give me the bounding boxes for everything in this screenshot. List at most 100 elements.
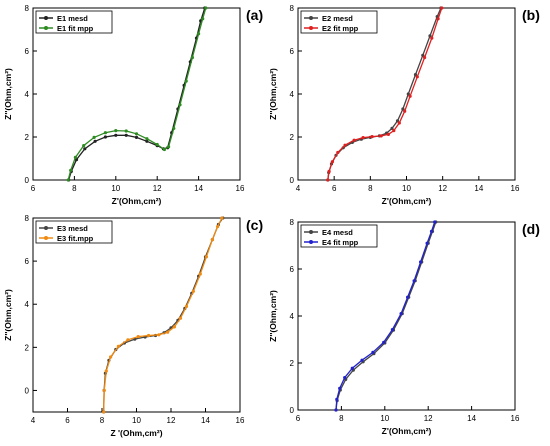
series-2 bbox=[334, 220, 437, 412]
y-axis-label: Z''(Ohm,cm²) bbox=[3, 289, 13, 341]
data-point bbox=[145, 137, 149, 141]
data-point bbox=[82, 144, 86, 148]
series-1 bbox=[334, 220, 438, 412]
data-point bbox=[330, 160, 334, 164]
x-tick-label: 14 bbox=[467, 414, 476, 423]
x-tick-label: 8 bbox=[100, 416, 105, 425]
y-tick-label: 8 bbox=[25, 4, 30, 13]
data-point bbox=[379, 134, 383, 138]
x-tick-label: 8 bbox=[72, 184, 77, 193]
y-tick-label: 2 bbox=[25, 133, 30, 142]
data-point bbox=[415, 75, 419, 79]
data-point bbox=[350, 366, 354, 370]
data-point bbox=[197, 32, 201, 36]
x-tick-label: 4 bbox=[296, 184, 301, 193]
y-tick-label: 4 bbox=[290, 312, 295, 321]
data-point bbox=[386, 132, 390, 136]
y-tick-label: 4 bbox=[290, 90, 295, 99]
data-point bbox=[335, 397, 339, 401]
y-tick-label: 6 bbox=[290, 265, 295, 274]
legend-swatch-marker bbox=[309, 26, 313, 30]
data-point bbox=[326, 178, 330, 182]
series-line bbox=[103, 217, 223, 413]
panel-3: 4 6 8 10 12 14 16 0 2 4 6 8 Z '(Ohm,cm²) Z''(Ohm,cm²)… bbox=[3, 214, 263, 438]
series-line bbox=[67, 7, 207, 181]
data-point bbox=[184, 79, 188, 83]
x-axis-label: Z'(Ohm,cm²) bbox=[382, 196, 432, 206]
data-point bbox=[361, 136, 365, 140]
data-point bbox=[184, 304, 189, 308]
y-tick-label: 6 bbox=[25, 47, 30, 56]
panel-label: (c) bbox=[246, 217, 263, 233]
x-tick-label: 16 bbox=[236, 416, 245, 425]
data-point bbox=[162, 147, 166, 152]
data-point bbox=[336, 150, 340, 155]
data-point bbox=[124, 129, 128, 133]
data-point bbox=[343, 143, 347, 147]
series-line bbox=[327, 7, 443, 181]
data-point bbox=[104, 369, 108, 373]
data-point bbox=[201, 17, 205, 21]
y-axis-label: Z''(Ohm,cm²) bbox=[268, 68, 278, 120]
legend-entry-label: E4 mesd bbox=[322, 228, 353, 237]
data-point bbox=[93, 139, 97, 143]
y-tick-label: 0 bbox=[290, 176, 295, 185]
data-point bbox=[399, 312, 403, 316]
y-tick-label: 2 bbox=[25, 343, 30, 352]
x-tick-label: 16 bbox=[511, 414, 520, 423]
data-point bbox=[190, 55, 194, 60]
data-point bbox=[423, 55, 427, 60]
data-point bbox=[166, 330, 170, 334]
data-point bbox=[403, 109, 407, 113]
x-tick-label: 16 bbox=[511, 184, 520, 193]
y-tick-label: 4 bbox=[25, 90, 30, 99]
panel-4: 6 8 10 12 14 16 0 2 4 6 8 Z'(Ohm,cm²) Z''(Ohm,cm²) (d… bbox=[268, 218, 540, 436]
x-tick-label: 6 bbox=[31, 184, 36, 193]
x-tick-label: 10 bbox=[132, 416, 141, 425]
data-point bbox=[433, 220, 437, 224]
legend-box bbox=[35, 220, 113, 244]
data-point bbox=[172, 325, 176, 329]
y-tick-label: 0 bbox=[25, 386, 30, 395]
data-point bbox=[430, 36, 434, 40]
panel-label: (b) bbox=[522, 7, 540, 23]
data-point bbox=[157, 333, 161, 337]
series-line bbox=[327, 7, 442, 181]
series-2 bbox=[326, 6, 444, 182]
data-point bbox=[395, 119, 400, 123]
data-point bbox=[440, 6, 444, 10]
y-axis-label: Z''(Ohm,cm²) bbox=[268, 290, 278, 342]
series-line bbox=[335, 221, 437, 411]
data-point bbox=[178, 103, 182, 107]
y-tick-label: 8 bbox=[290, 4, 295, 13]
y-tick-label: 2 bbox=[290, 359, 295, 368]
legend-swatch-marker bbox=[309, 16, 313, 20]
data-point bbox=[406, 295, 410, 299]
data-point bbox=[352, 138, 356, 142]
panel-label: (d) bbox=[522, 221, 540, 237]
data-point bbox=[216, 225, 220, 229]
data-point bbox=[134, 132, 139, 136]
data-point bbox=[69, 168, 73, 172]
data-point bbox=[428, 34, 432, 38]
data-point bbox=[172, 126, 176, 130]
data-point bbox=[210, 238, 214, 242]
data-point bbox=[109, 355, 113, 359]
x-axis-label: Z '(Ohm,cm²) bbox=[110, 428, 162, 438]
data-point bbox=[124, 133, 128, 137]
data-point bbox=[413, 73, 418, 77]
data-point bbox=[167, 145, 171, 149]
x-tick-label: 14 bbox=[194, 184, 203, 193]
legend-box bbox=[300, 10, 378, 34]
data-point bbox=[220, 216, 224, 220]
data-point bbox=[191, 289, 195, 293]
legend-swatch-marker bbox=[309, 230, 313, 234]
data-point bbox=[371, 350, 375, 354]
data-point bbox=[66, 178, 70, 182]
data-point bbox=[408, 94, 412, 98]
panel-2: 4 6 8 10 12 14 16 0 2 4 6 8 Z'(Ohm,cm²) Z''(Ohm,cm²) (… bbox=[268, 4, 540, 206]
data-point bbox=[343, 376, 347, 380]
y-tick-label: 8 bbox=[25, 214, 30, 223]
data-point bbox=[114, 133, 118, 137]
